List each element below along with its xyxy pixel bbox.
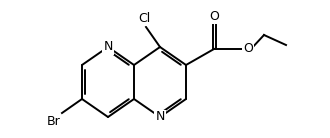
Text: Br: Br bbox=[46, 115, 60, 128]
Text: O: O bbox=[209, 10, 219, 23]
Text: O: O bbox=[243, 43, 253, 55]
Text: Cl: Cl bbox=[138, 12, 150, 25]
Text: N: N bbox=[103, 40, 113, 54]
Text: N: N bbox=[155, 111, 165, 124]
